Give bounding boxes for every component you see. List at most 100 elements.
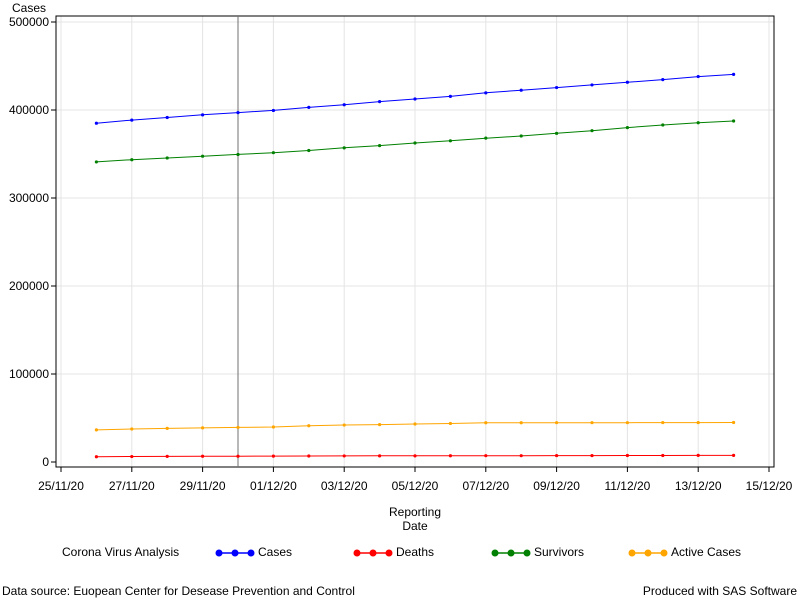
data-point-deaths	[732, 453, 736, 457]
legend-label-cases: Cases	[258, 545, 293, 559]
data-point-deaths	[271, 454, 275, 458]
data-point-cases	[94, 121, 98, 125]
data-point-active-cases	[448, 421, 452, 426]
x-tick-label: 27/11/20	[109, 479, 155, 493]
data-point-survivors	[165, 156, 169, 160]
data-point-deaths	[625, 453, 630, 458]
data-point-active-cases	[413, 422, 417, 426]
y-tick-label: 400000	[9, 103, 49, 117]
data-point-active-cases	[130, 427, 134, 431]
y-tick-label: 200000	[9, 279, 49, 293]
series-active-cases	[94, 420, 736, 432]
legend-label-survivors: Survivors	[534, 545, 585, 559]
series-survivors	[94, 119, 736, 164]
data-point-survivors	[590, 129, 594, 133]
x-tick-label: 01/12/20	[250, 479, 297, 493]
data-point-survivors	[448, 139, 452, 143]
data-point-cases	[201, 113, 205, 117]
data-point-active-cases	[271, 425, 275, 429]
data-point-active-cases	[342, 423, 346, 427]
data-point-active-cases	[732, 420, 736, 425]
data-point-survivors	[732, 119, 736, 123]
data-point-active-cases	[307, 424, 311, 428]
data-point-active-cases	[555, 421, 559, 425]
x-tick-label: 29/11/20	[180, 479, 226, 493]
data-point-active-cases	[484, 421, 488, 425]
data-point-cases	[625, 80, 630, 84]
data-point-deaths	[94, 455, 98, 459]
data-point-cases	[413, 97, 417, 101]
series-cases	[94, 72, 736, 125]
x-axis: 25/11/20 27/11/20 29/11/20 01/12/20 03/12/20…	[38, 467, 793, 493]
data-point-active-cases	[625, 421, 630, 425]
data-point-active-cases	[378, 423, 382, 427]
y-tick-label: 300000	[9, 191, 49, 205]
data-point-survivors	[413, 141, 417, 145]
data-point-deaths	[696, 453, 700, 457]
legend-label-deaths: Deaths	[396, 545, 435, 559]
data-point-cases	[236, 111, 240, 115]
data-point-deaths	[661, 453, 665, 458]
data-point-cases	[378, 100, 382, 104]
data-point-cases	[307, 105, 311, 109]
y-tick-label: 500000	[9, 15, 49, 29]
data-point-survivors	[201, 154, 205, 158]
data-point-deaths	[342, 454, 346, 458]
legend-swatch-cases	[215, 549, 255, 557]
data-point-survivors	[307, 148, 311, 153]
data-point-cases	[271, 108, 275, 113]
data-point-deaths	[555, 453, 559, 458]
data-point-active-cases	[519, 421, 523, 425]
data-point-survivors	[271, 151, 275, 155]
legend-swatch-active-cases	[628, 549, 668, 557]
x-tick-label: 11/12/20	[604, 479, 650, 493]
data-point-active-cases	[165, 426, 169, 430]
gridlines	[56, 16, 774, 467]
data-point-deaths	[413, 454, 417, 458]
data-point-active-cases	[201, 426, 205, 430]
data-point-survivors	[696, 121, 700, 125]
legend-swatch-deaths	[353, 549, 393, 557]
produced-with-note: Produced with SAS Software	[642, 584, 797, 598]
data-point-deaths	[590, 453, 594, 458]
data-point-active-cases	[696, 420, 700, 425]
data-point-cases	[130, 118, 134, 122]
data-point-survivors	[555, 131, 559, 135]
data-point-survivors	[484, 136, 488, 140]
data-point-deaths	[201, 454, 205, 458]
data-point-cases	[696, 74, 700, 79]
data-point-cases	[555, 85, 559, 90]
line-chart: 25/11/20 27/11/20 29/11/20 01/12/20 03/12/20…	[9, 1, 793, 533]
data-point-active-cases	[236, 425, 240, 430]
data-point-survivors	[130, 158, 134, 162]
series-deaths	[94, 453, 736, 459]
y-tick-label: 100000	[9, 367, 49, 381]
data-point-active-cases	[661, 420, 665, 425]
data-source-note: Data source: Euopean Center for Desease …	[2, 584, 355, 598]
x-tick-label: 09/12/20	[533, 479, 580, 493]
y-tick-label: 0	[42, 455, 49, 469]
x-tick-label: 15/12/20	[746, 479, 793, 493]
series-group	[94, 72, 736, 459]
data-point-cases	[661, 78, 665, 82]
data-point-survivors	[519, 134, 523, 138]
data-point-deaths	[519, 454, 523, 458]
legend-swatch-survivors	[491, 549, 531, 557]
legend-label-active-cases: Active Cases	[671, 545, 742, 559]
x-axis-label-line2: Date	[402, 519, 428, 533]
data-point-deaths	[378, 454, 382, 458]
data-point-survivors	[236, 152, 240, 157]
data-point-cases	[165, 115, 169, 120]
x-tick-label: 07/12/20	[462, 479, 509, 493]
data-point-active-cases	[94, 428, 98, 432]
x-axis-label-line1: Reporting	[389, 505, 441, 519]
data-point-cases	[732, 72, 736, 76]
data-point-cases	[342, 103, 346, 107]
data-point-deaths	[484, 454, 488, 458]
data-point-survivors	[378, 144, 382, 148]
data-point-deaths	[236, 454, 240, 458]
data-point-deaths	[165, 454, 169, 458]
data-point-active-cases	[590, 421, 594, 425]
data-point-deaths	[307, 454, 311, 458]
x-tick-label: 03/12/20	[321, 479, 368, 493]
